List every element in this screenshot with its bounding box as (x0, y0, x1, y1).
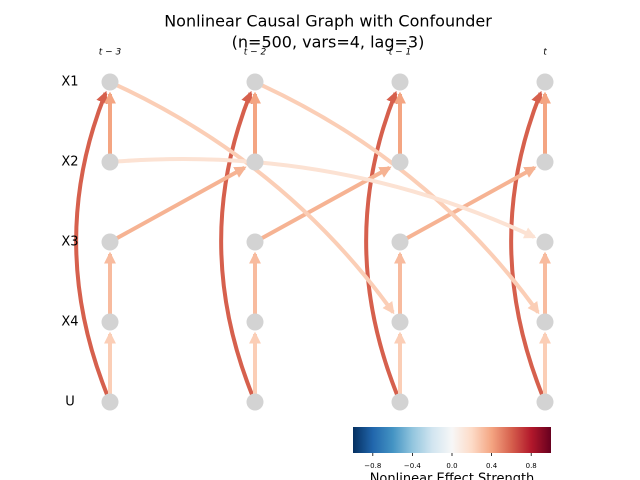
chart-subtitle: (n=500, vars=4, lag=3) (232, 33, 425, 52)
node (536, 393, 554, 411)
node (246, 233, 264, 251)
colorbar (353, 427, 551, 453)
node (101, 73, 119, 91)
time-label: t − 3 (99, 48, 122, 58)
nodes (101, 73, 554, 411)
node (536, 73, 554, 91)
chart-title: Nonlinear Causal Graph with Confounder (164, 12, 492, 31)
node (536, 233, 554, 251)
link (116, 83, 395, 315)
node (246, 313, 264, 331)
node (101, 233, 119, 251)
node (391, 233, 409, 251)
colorbar-tick-label: 0.0 (446, 462, 457, 470)
time-label: t − 2 (244, 48, 267, 58)
link (364, 90, 399, 396)
node (391, 153, 409, 171)
variable-label: X1 (61, 75, 78, 90)
node (246, 73, 264, 91)
variable-label: X3 (61, 235, 78, 250)
node (101, 153, 119, 171)
node (391, 313, 409, 331)
variable-label: X2 (61, 155, 78, 170)
node (391, 73, 409, 91)
link (117, 157, 537, 239)
time-label: t − 1 (389, 48, 412, 58)
colorbar-tick-label: 0.8 (526, 462, 537, 470)
link (406, 166, 537, 240)
colorbar-label: Nonlinear Effect Strength (370, 472, 535, 480)
link (74, 90, 109, 396)
time-label: t (543, 48, 547, 58)
link (509, 90, 544, 396)
node (536, 313, 554, 331)
colorbar-tick-label: 0.4 (486, 462, 498, 470)
node (101, 393, 119, 411)
link (261, 166, 392, 240)
node (391, 393, 409, 411)
variable-label: U (65, 395, 75, 410)
node (246, 393, 264, 411)
node (536, 153, 554, 171)
edges (74, 83, 551, 396)
link (116, 166, 247, 240)
colorbar-tick-label: −0.4 (404, 462, 422, 470)
link (261, 83, 540, 315)
link (219, 90, 254, 396)
node (246, 153, 264, 171)
variable-label: X4 (61, 315, 78, 330)
node (101, 313, 119, 331)
colorbar-tick-label: −0.8 (364, 462, 381, 470)
